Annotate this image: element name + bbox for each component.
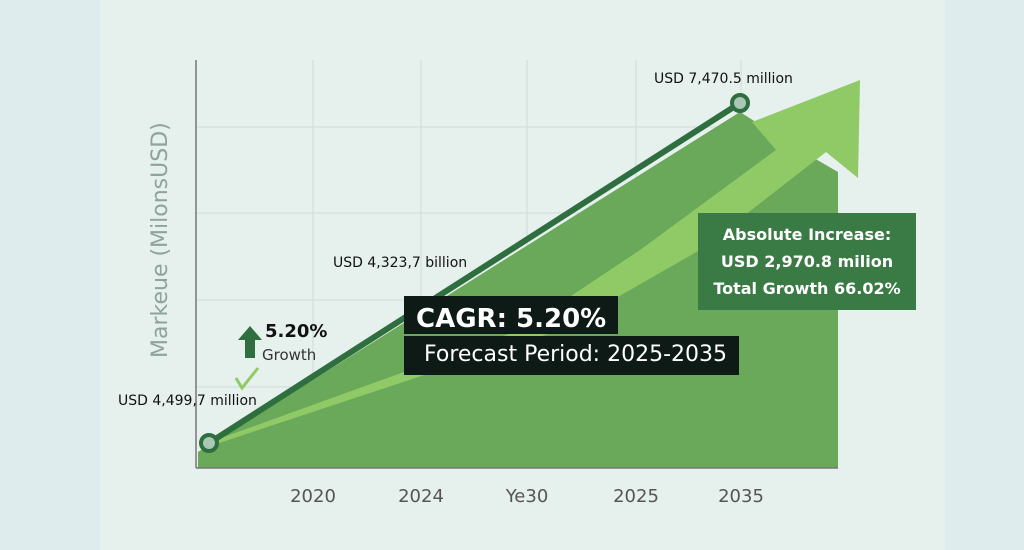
growth-percent: 5.20% <box>265 321 328 342</box>
y-axis-label: Markeue (MilonsUSD) <box>148 122 173 358</box>
forecast-period-box: Forecast Period: 2025-2035 <box>404 336 740 375</box>
check-icon <box>234 367 260 391</box>
total-growth: Total Growth 66.02% <box>713 279 901 298</box>
data-point <box>730 93 750 113</box>
mid-label: USD 4,323,7 billion <box>333 255 468 271</box>
x-tick-label: 2020 <box>290 486 336 507</box>
absolute-increase-value: USD 2,970.8 milion <box>720 252 894 271</box>
cagr-box: CAGR: 5.20% <box>404 296 619 334</box>
area-fill <box>198 112 838 468</box>
growth-arrow <box>210 80 860 446</box>
x-tick-label: 2025 <box>613 486 659 507</box>
data-point <box>199 433 219 453</box>
absolute-increase-box: Absolute Increase: USD 2,970.8 milion To… <box>698 213 916 310</box>
series-line <box>207 100 742 446</box>
up-arrow-icon <box>238 326 262 358</box>
absolute-increase-title: Absolute Increase: <box>722 225 892 244</box>
growth-word: Growth <box>262 346 317 364</box>
x-tick-label: 2035 <box>718 486 764 507</box>
x-tick-label: 2024 <box>398 486 444 507</box>
end-point-label: USD 7,470.5 million <box>654 71 793 87</box>
start-point-label: USD 4,499,7 million <box>118 393 257 409</box>
x-tick-label: Ye30 <box>505 486 549 507</box>
